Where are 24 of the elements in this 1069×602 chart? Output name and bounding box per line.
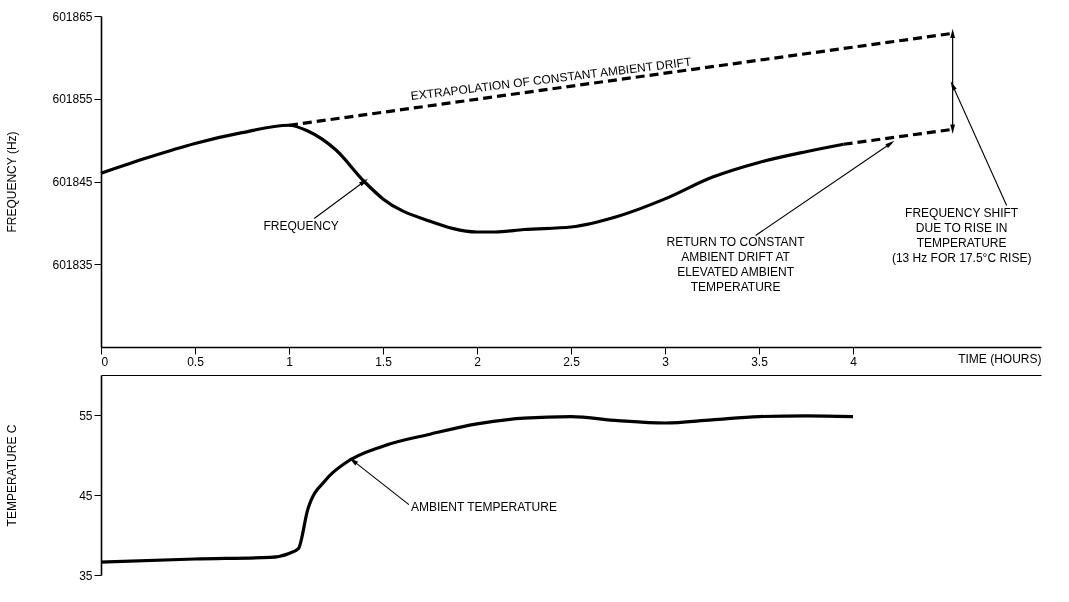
x-tick-label: 0 [101,354,109,369]
y-tick-label: 35 [79,568,93,583]
x-tick-label: 2.5 [563,354,581,369]
x-tick-label: 4 [850,354,858,369]
x-axis-title: TIME (HOURS) [958,351,1042,366]
y-tick-label: 601835 [52,257,93,272]
x-tick-label: 1.5 [375,354,393,369]
x-tick-label: 3.5 [751,354,769,369]
y-axis-title: FREQUENCY (Hz) [4,131,19,233]
annotation: RETURN TO CONSTANT AMBIENT DRIFT AT ELEVATED AMBIENT TEMPERATURE [666,235,806,295]
annotation: FREQUENCY SHIFT DUE TO RISE IN TEMPERATURE (13 Hz FOR 17.5°C RISE) [891,205,1032,265]
y-tick-label: 601865 [52,9,93,24]
annotation: FREQUENCY [263,218,339,233]
x-tick-label: 0.5 [187,354,205,369]
x-tick-label: 2 [474,354,482,369]
x-tick-label: 1 [286,354,294,369]
y-tick-label: 55 [79,408,93,423]
y-tick-label: 601845 [52,175,93,189]
y-axis-title: TEMPERATURE C [4,424,19,527]
annotation: AMBIENT TEMPERATURE [410,499,557,514]
annotation: EXTRAPOLATION OF CONSTANT AMBIENT DRIFT [409,54,693,104]
y-tick-label: 601855 [52,92,93,107]
x-tick-label: 3 [662,354,670,369]
y-tick-label: 45 [79,488,93,503]
